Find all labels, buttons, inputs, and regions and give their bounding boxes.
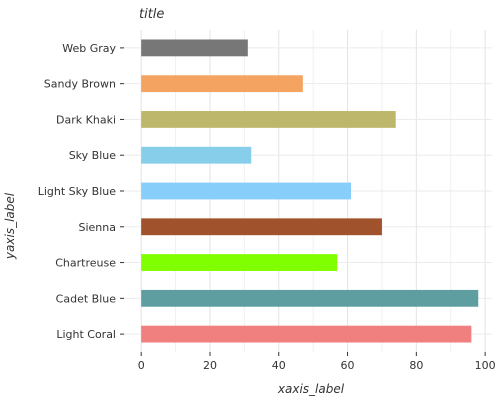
bar-sandy-brown bbox=[141, 75, 303, 93]
bar-chartreuse bbox=[141, 254, 338, 271]
bar-light-sky-blue bbox=[141, 182, 351, 200]
x-axis-title: xaxis_label bbox=[277, 382, 345, 396]
y-tick-label: Web Gray bbox=[62, 42, 116, 55]
y-tick-label: Sienna bbox=[79, 221, 117, 234]
bar-sky-blue bbox=[141, 146, 252, 164]
x-tick-label: 80 bbox=[409, 359, 423, 372]
x-tick-label: 60 bbox=[341, 359, 355, 372]
bar-dark-khaki bbox=[141, 111, 396, 128]
x-axis-ticks: 0 20 40 60 80 100 bbox=[138, 352, 496, 372]
y-tick-label: Sandy Brown bbox=[44, 78, 116, 91]
y-tick-label: Chartreuse bbox=[55, 257, 116, 270]
y-tick-label: Light Coral bbox=[56, 328, 116, 341]
y-tick-label: Dark Khaki bbox=[56, 113, 116, 126]
chart-title: title bbox=[139, 7, 164, 22]
y-axis-title: yaxis_label bbox=[3, 192, 17, 260]
y-tick-label: Light Sky Blue bbox=[38, 185, 116, 198]
bar-light-coral bbox=[141, 325, 472, 343]
x-tick-label: 20 bbox=[203, 359, 217, 372]
bar-layer bbox=[141, 39, 479, 343]
y-axis-ticks: Web Gray Sandy Brown Dark Khaki Sky Blue Lig… bbox=[38, 42, 124, 341]
bar-web-gray bbox=[141, 39, 248, 57]
bar-sienna bbox=[141, 218, 382, 236]
y-tick-label: Cadet Blue bbox=[56, 292, 117, 305]
bar-cadet-blue bbox=[141, 289, 479, 307]
x-tick-label: 100 bbox=[475, 359, 496, 372]
y-tick-label: Sky Blue bbox=[69, 149, 117, 162]
x-tick-label: 0 bbox=[138, 359, 145, 372]
x-tick-label: 40 bbox=[272, 359, 286, 372]
